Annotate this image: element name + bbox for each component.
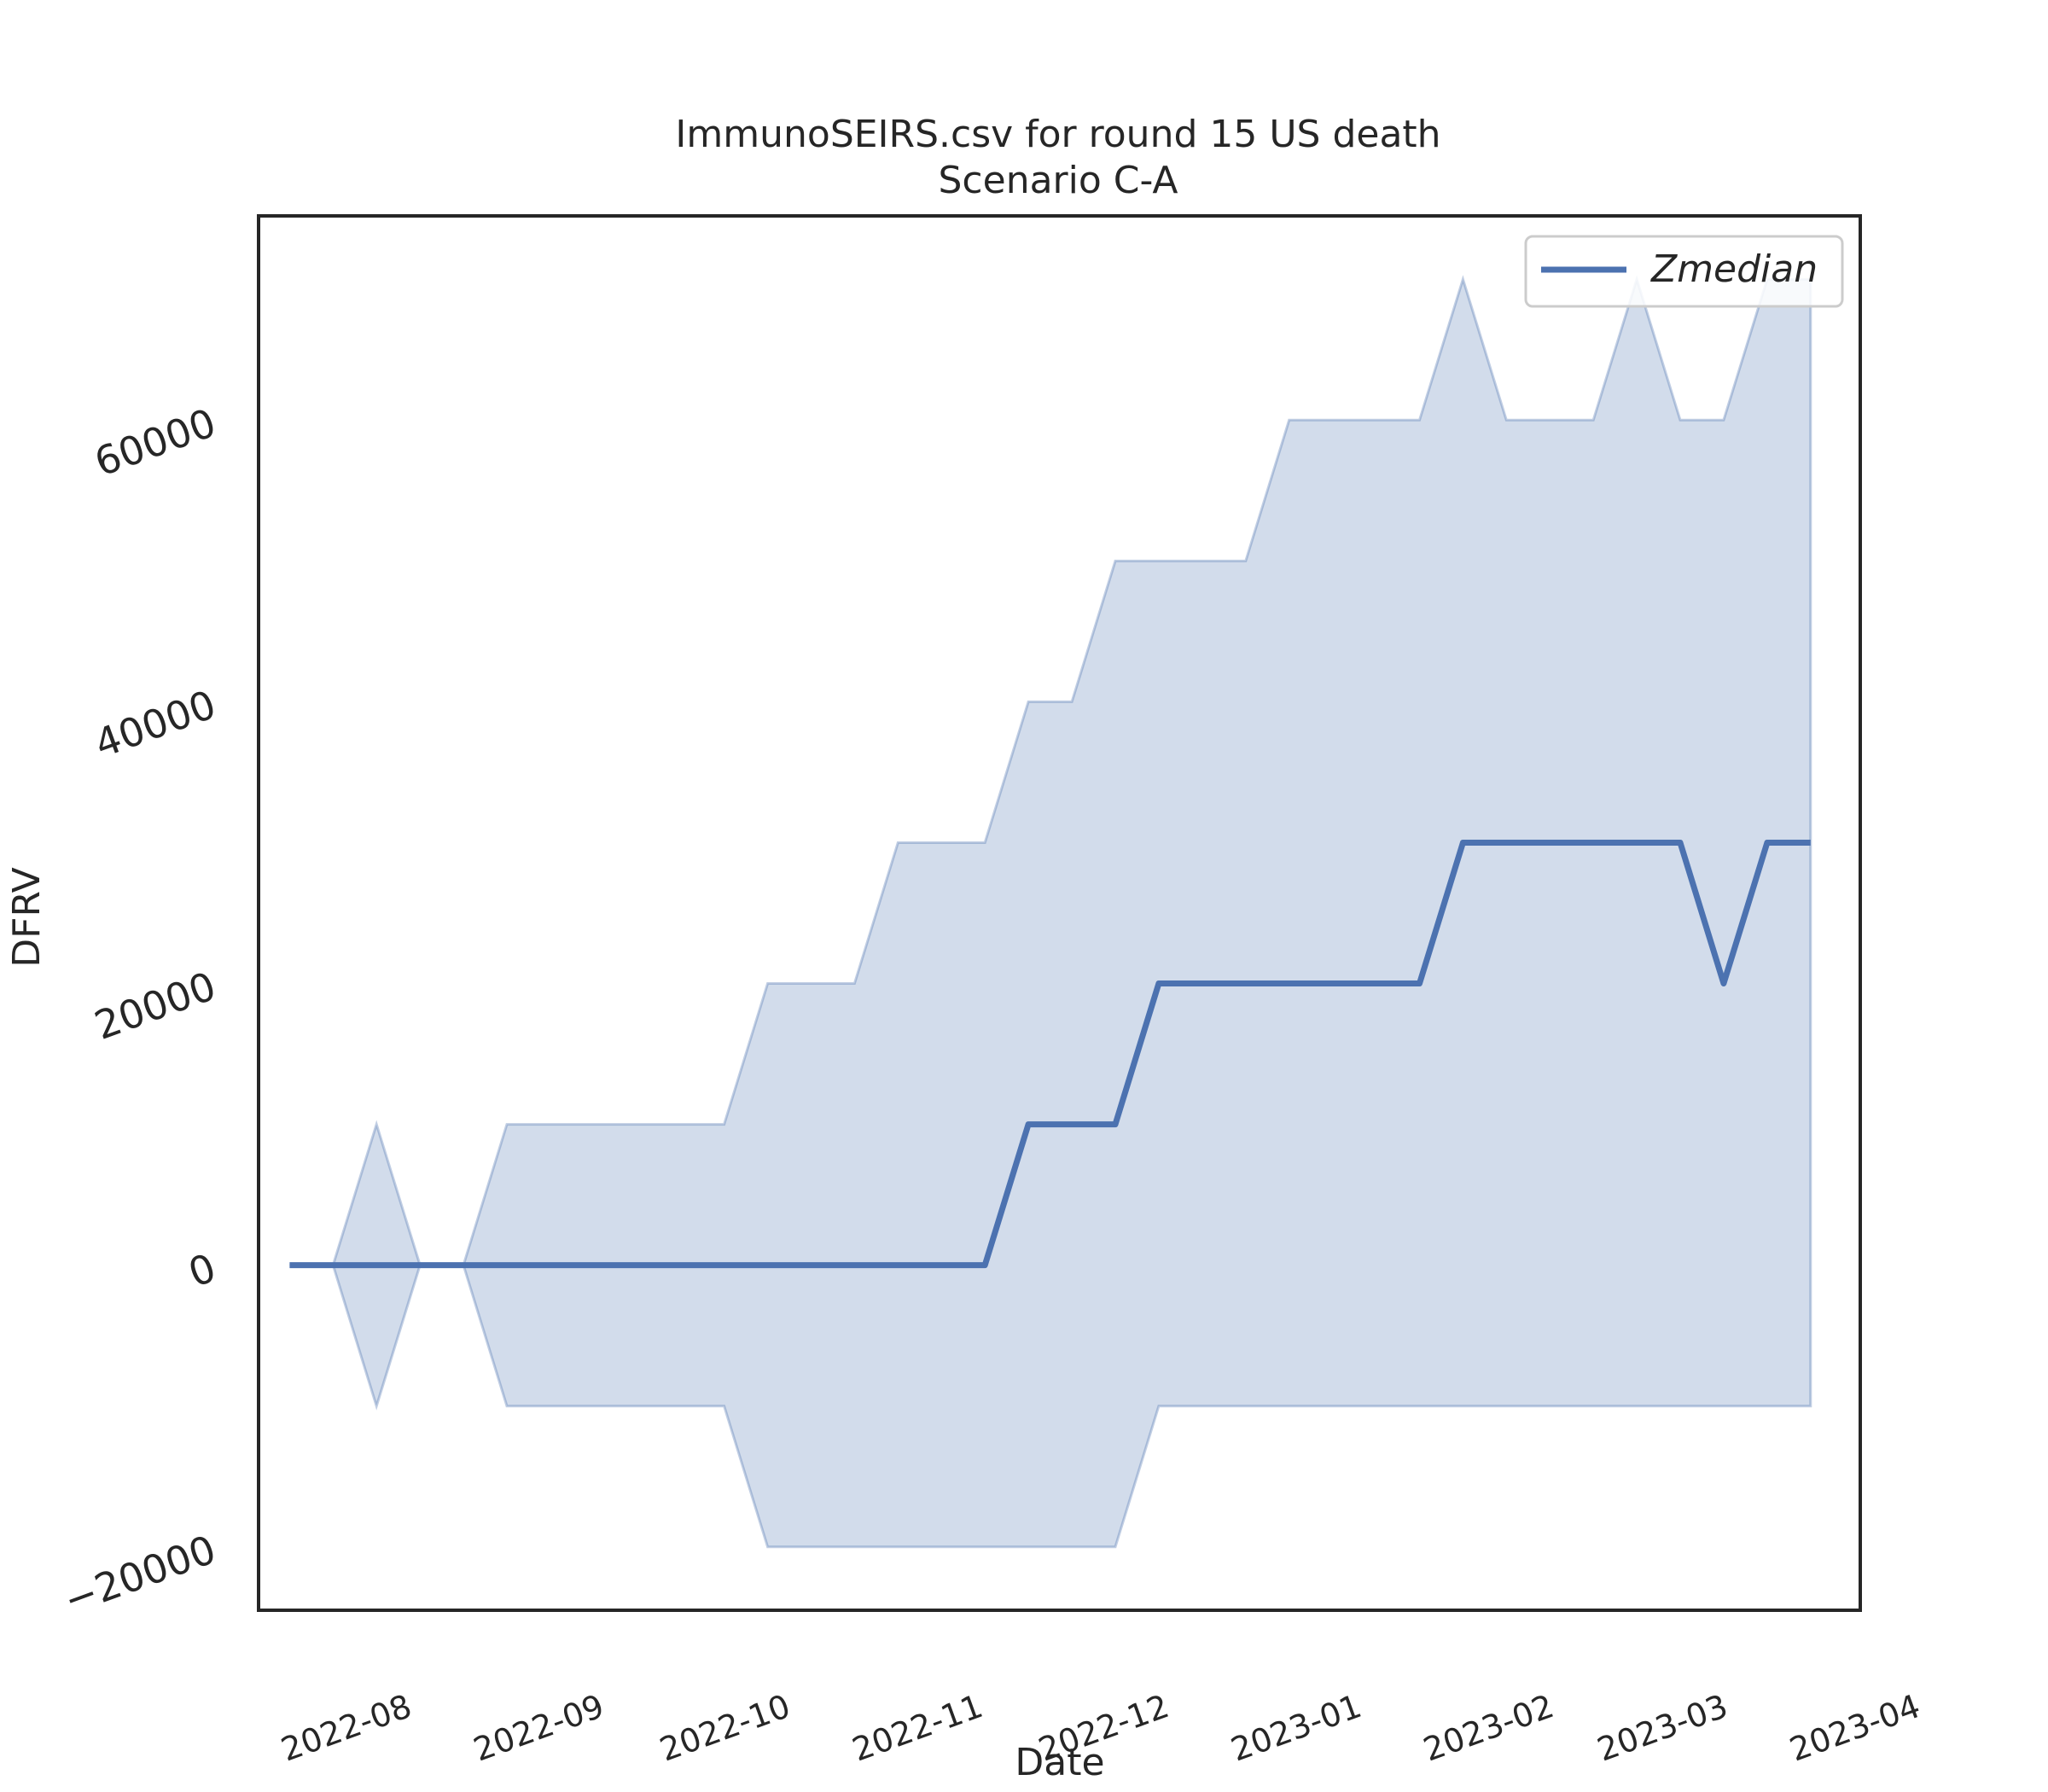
chart-title: ImmunoSEIRS.csv for round 15 US death [675, 113, 1440, 156]
chart-subtitle: Scenario C-A [939, 159, 1178, 202]
y-tick-label: 0 [183, 1244, 222, 1296]
x-tick-label: 2023-01 [1226, 1687, 1366, 1769]
legend: Zmedian [1524, 235, 1844, 308]
x-tick-label: 2022-10 [655, 1687, 794, 1769]
plot-area [289, 275, 1812, 1549]
x-tick-label: 2023-02 [1418, 1687, 1558, 1769]
x-tick-label: 2023-04 [1785, 1687, 1925, 1769]
x-axis-label: Date [1015, 1741, 1104, 1784]
series-line-zmedian [289, 840, 1811, 1269]
x-tick-label: 2022-11 [847, 1687, 987, 1769]
y-tick-label: 60000 [89, 399, 222, 486]
y-axis-label: DFRV [5, 867, 49, 967]
y-tick-label: 40000 [89, 681, 222, 767]
legend-label-zmedian: Zmedian [1650, 247, 1818, 291]
x-tick-label: 2023-03 [1592, 1687, 1732, 1769]
y-tick-label: 20000 [89, 963, 222, 1049]
x-tick-label: 2022-08 [276, 1687, 416, 1769]
uncertainty-band [289, 275, 1812, 1549]
legend-box [1524, 235, 1844, 308]
plot-frame [257, 214, 1862, 1612]
y-axis-ticks: −20000 0 20000 40000 60000 [58, 399, 222, 1623]
x-tick-label: 2022-09 [468, 1687, 608, 1769]
y-tick-label: −20000 [58, 1526, 222, 1623]
